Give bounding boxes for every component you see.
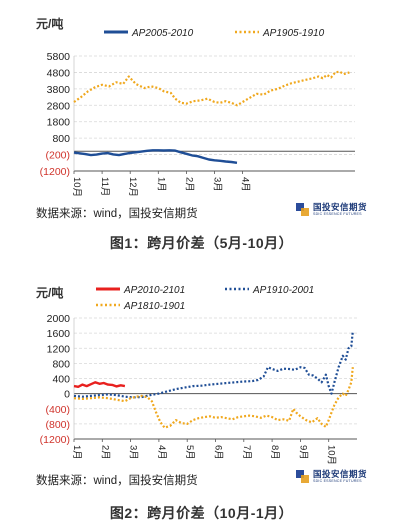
- x-tick-label: 1月: [155, 177, 166, 192]
- chart-1-logo: 国投安信期货 SDIC ESSENCE FUTURES: [296, 202, 368, 217]
- series-line: [73, 70, 350, 107]
- chart-2-svg: 元/吨 AP2010-2101 AP1910-2001 AP1810-1901 2000…: [36, 285, 357, 465]
- legend-label: AP1810-1901: [123, 301, 185, 312]
- chart-2-caption: 图2：跨月价差（10月-1月）: [109, 505, 294, 521]
- x-tick-label: 10月: [326, 445, 337, 465]
- logo-subtext: SDIC ESSENCE FUTURES: [313, 211, 362, 216]
- logo-text: 国投安信期货: [313, 202, 368, 212]
- y-tick-label: 800: [52, 358, 70, 370]
- x-tick-label: 10月: [71, 177, 82, 197]
- figure-1-panel: 元/吨 AP2005-2010 AP1905-1910 5800 4800 3800 280…: [0, 0, 403, 260]
- chart-1-caption: 图1：跨月价差（5月-10月）: [109, 235, 294, 251]
- y-tick-label: 0: [64, 389, 70, 401]
- y-tick-label: 400: [52, 374, 70, 386]
- y-unit-label: 元/吨: [36, 285, 63, 300]
- legend-label: AP1910-2001: [252, 285, 314, 296]
- y-tick-label: 2800: [47, 100, 71, 112]
- series-line: [73, 149, 238, 164]
- y-tick-label: 5800: [47, 51, 71, 63]
- legend-label: AP1905-1910: [262, 28, 325, 39]
- x-tick-label: 12月: [127, 177, 138, 197]
- y-tick-label: 2000: [47, 313, 71, 325]
- legend-label: AP2010-2101: [123, 285, 185, 296]
- x-tick-label: 3月: [128, 445, 139, 460]
- logo-subtext: SDIC ESSENCE FUTURES: [313, 478, 362, 483]
- chart-1-svg: 元/吨 AP2005-2010 AP1905-1910 5800 4800 3800 280…: [36, 16, 355, 197]
- chart-1-source: 数据来源：wind，国投安信期货: [36, 208, 198, 220]
- logo-text: 国投安信期货: [313, 469, 368, 479]
- x-tick-label: 5月: [184, 445, 195, 460]
- x-tick-label: 4月: [156, 445, 167, 460]
- series-line: [73, 381, 126, 388]
- series-line: [73, 331, 354, 399]
- x-tick-label: 3月: [212, 177, 223, 192]
- y-tick-label: (800): [45, 419, 70, 431]
- legend: AP2005-2010 AP1905-1910: [104, 28, 325, 39]
- x-tick-label: 8月: [269, 445, 280, 460]
- y-tick-label: (1200): [40, 166, 70, 178]
- logo-mark-icon: [296, 203, 309, 217]
- x-tick-label: 7月: [241, 445, 252, 460]
- x-tick-label: 2月: [183, 177, 194, 192]
- y-unit-label: 元/吨: [36, 16, 63, 31]
- x-tick-label: 9月: [297, 445, 308, 460]
- y-tick-label: (400): [45, 404, 70, 416]
- logo-mark-icon: [296, 470, 309, 484]
- y-tick-label: 1600: [47, 328, 71, 340]
- y-tick-label: (200): [45, 150, 70, 162]
- chart-2-logo: 国投安信期货 SDIC ESSENCE FUTURES: [296, 469, 368, 484]
- x-tick-label: 4月: [240, 177, 251, 192]
- chart-2-source: 数据来源：wind，国投安信期货: [36, 475, 198, 487]
- y-tick-label: (1200): [40, 434, 70, 446]
- y-tick-label: 3800: [47, 84, 71, 96]
- x-tick-label: 2月: [99, 445, 110, 460]
- y-tick-label: 800: [52, 133, 70, 145]
- legend: AP2010-2101 AP1910-2001 AP1810-1901: [96, 285, 314, 312]
- y-tick-label: 4800: [47, 67, 71, 79]
- figure-2-panel: 元/吨 AP2010-2101 AP1910-2001 AP1810-1901 2000…: [0, 270, 403, 530]
- x-tick-label: 1月: [71, 445, 82, 460]
- series-line: [73, 367, 354, 429]
- x-tick-label: 11月: [99, 177, 110, 196]
- y-tick-label: 1800: [47, 117, 71, 129]
- legend-label: AP2005-2010: [131, 28, 194, 39]
- x-tick-label: 6月: [213, 445, 224, 460]
- y-tick-label: 1200: [47, 343, 71, 355]
